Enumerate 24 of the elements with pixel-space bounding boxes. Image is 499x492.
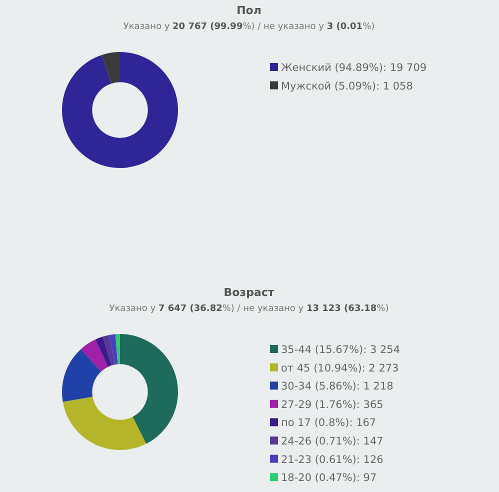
legend-label: 18-20 (0.47%): 97 [281,472,377,484]
donut-slice [102,334,115,366]
legend-label: 24-26 (0.71%): 147 [281,436,384,448]
legend-label: 27-29 (1.76%): 365 [281,398,384,411]
chart-title: Возраст [224,286,275,299]
donut-slice [62,349,102,402]
donut-slice [115,334,120,364]
chart-title: Пол [236,4,262,17]
donut-slice [62,396,146,450]
chart-subtitle: Указано у 20 767 (99.99%) / не указано у 3 (0.01%) [123,22,375,32]
donut-slice [62,52,178,168]
donut-slice [80,340,108,372]
donut-slice [102,52,120,84]
legend-label: 21-23 (0.61%): 126 [281,454,384,466]
donut-slice [109,334,118,365]
legend-label: Мужской (5.09%): 1 058 [281,80,413,92]
legend-label: по 17 (0.8%): 167 [281,417,376,430]
legend-label: 30-34 (5.86%): 1 218 [281,380,394,393]
chart-subtitle: Указано у 7 647 (36.82%) / не указано у 13 123 (63.18%) [109,304,389,314]
legend-label: от 45 (10.94%): 2 273 [281,362,399,374]
donut-slice [120,334,178,444]
donut-slice [95,336,112,367]
legend-label: 35-44 (15.67%): 3 254 [281,344,400,356]
legend-label: Женский (94.89%): 19 709 [281,62,427,74]
